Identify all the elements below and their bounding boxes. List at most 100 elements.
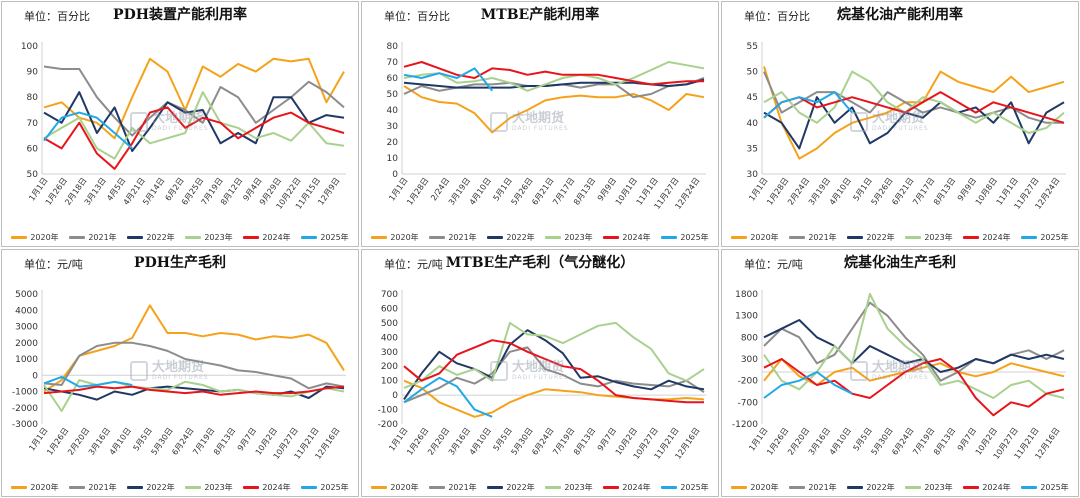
legend-item: 2023年: [905, 482, 953, 493]
series-line-3: [763, 319, 1065, 373]
legend-swatch: [661, 235, 678, 239]
y-tick-label: 55: [747, 42, 758, 52]
y-tick-label: -2000: [12, 404, 38, 414]
legend-label: 2020年: [30, 232, 59, 242]
series-line-4: [763, 293, 1065, 399]
legend-label: 2025年: [1040, 482, 1069, 492]
chart-title: 烷基化油产能利用率: [837, 7, 963, 23]
y-tick-label: 80: [27, 93, 39, 103]
y-tick-label: 100: [21, 42, 38, 52]
series-line-4: [403, 321, 705, 389]
series-line-5: [43, 385, 345, 396]
legend-item: 2021年: [429, 482, 477, 493]
legend-label: 2022年: [866, 232, 895, 242]
y-tick-label: -700: [738, 398, 759, 408]
legend-label: 2021年: [88, 232, 117, 242]
legend-item: 2025年: [661, 232, 709, 243]
legend-swatch: [731, 235, 748, 239]
legend-label: 2023年: [204, 232, 233, 242]
legend-swatch: [847, 235, 864, 239]
legend-item: 2022年: [847, 232, 895, 243]
legend-label: 2024年: [262, 482, 291, 492]
y-tick-label: 30: [747, 170, 759, 180]
y-tick-label: 400: [381, 333, 398, 343]
legend-label: 2024年: [622, 232, 651, 242]
y-tick-label: 100: [381, 377, 398, 387]
chart-title: 烷基化油生产毛利: [844, 255, 956, 271]
legend-item: 2023年: [545, 482, 593, 493]
legend-item: 2021年: [429, 232, 477, 243]
legend-swatch: [429, 235, 446, 239]
legend-swatch: [905, 235, 922, 239]
chart-plot: 50607080901001月1日1月26日2月18日3月13日4月5日4月21…: [21, 42, 346, 211]
chart-title: MTBE生产毛利（气分醚化）: [445, 255, 635, 271]
legend: 2020年 2021年 2022年 2023年 2024年 2025年: [2, 231, 358, 243]
unit-label: 单位：百分比: [384, 10, 450, 23]
legend-swatch: [603, 485, 620, 489]
legend-item: 2020年: [731, 232, 779, 243]
y-tick-label: 600: [381, 304, 398, 314]
legend-swatch: [963, 485, 980, 489]
y-tick-label: 2000: [15, 339, 38, 349]
y-tick-label: -200: [738, 377, 759, 387]
legend-item: 2025年: [301, 482, 349, 493]
x-tick-label: 8月13日: [572, 426, 597, 457]
x-tick-label: 4月10日: [108, 426, 133, 457]
y-tick-label: 300: [741, 355, 758, 365]
series-line-2: [43, 341, 345, 390]
legend-item: 2024年: [243, 482, 291, 493]
x-tick-label: 1月28日: [405, 176, 430, 207]
chart-panel-mtbe-utilization: MTBE产能利用率 单位：百分比 0 10 20 30 40 50 60 70 80 1月1日 1月28…: [361, 1, 719, 247]
series-line-1: [43, 57, 345, 140]
chart-title: PDH生产毛利: [134, 255, 226, 271]
legend-item: 2023年: [185, 482, 233, 493]
legend-item: 2024年: [603, 232, 651, 243]
chart-plot: 3035404550551月1日1月28日2月24日3月19日4月10日5月1日…: [747, 42, 1066, 211]
y-tick-label: 50: [27, 170, 39, 180]
chart-plot: -1200-700-200300800130018001月1日1月26日2月20…: [732, 290, 1066, 461]
chart-plot: 010203040506070801月1日1月28日2/24日3月19日4月10…: [387, 42, 706, 211]
y-tick-label: 20: [387, 138, 399, 148]
series-line-6: [403, 376, 493, 418]
y-tick-label: 300: [381, 348, 398, 358]
legend-swatch: [487, 485, 504, 489]
legend-swatch: [847, 485, 864, 489]
legend: 2020年 2021年 2022年 2023年 2024年 2025年: [362, 481, 718, 493]
legend-item: 2025年: [661, 482, 709, 493]
legend-swatch: [185, 485, 202, 489]
legend-swatch: [661, 485, 678, 489]
series-line-6: [403, 67, 493, 92]
legend-swatch: [185, 235, 202, 239]
series-line-6: [43, 375, 133, 388]
legend-swatch: [243, 235, 260, 239]
legend-label: 2020年: [30, 482, 59, 492]
legend-swatch: [545, 485, 562, 489]
legend-label: 2024年: [982, 232, 1011, 242]
legend-label: 2022年: [866, 482, 895, 492]
series-line-1: [763, 66, 1065, 160]
y-tick-label: 4000: [15, 306, 38, 316]
chart-title: MTBE产能利用率: [480, 7, 600, 23]
legend-label: 2023年: [924, 232, 953, 242]
legend-item: 2023年: [545, 232, 593, 243]
legend-item: 2025年: [1021, 482, 1069, 493]
legend-label: 2024年: [622, 482, 651, 492]
legend-item: 2025年: [301, 232, 349, 243]
legend-swatch: [371, 485, 388, 489]
legend: 2020年 2021年 2022年 2023年 2024年 2025年: [2, 481, 358, 493]
legend-item: 2020年: [371, 482, 419, 493]
legend-label: 2025年: [320, 482, 349, 492]
chart-panel-alkylate-margin: 烷基化油生产毛利 单位：元/吨 -1200 -700 -200 300 800 1300 180…: [721, 249, 1079, 497]
legend-swatch: [905, 485, 922, 489]
y-tick-label: 1800: [735, 290, 758, 300]
series-line-6: [763, 91, 853, 119]
legend-item: 2022年: [127, 232, 175, 243]
unit-label: 单位：百分比: [24, 10, 90, 23]
legend-swatch: [603, 235, 620, 239]
legend-label: 2021年: [448, 482, 477, 492]
legend-label: 2025年: [1040, 232, 1069, 242]
legend-item: 2021年: [69, 482, 117, 493]
y-tick-label: -3000: [12, 420, 38, 430]
y-tick-label: 0: [392, 391, 398, 401]
legend-item: 2022年: [127, 482, 175, 493]
